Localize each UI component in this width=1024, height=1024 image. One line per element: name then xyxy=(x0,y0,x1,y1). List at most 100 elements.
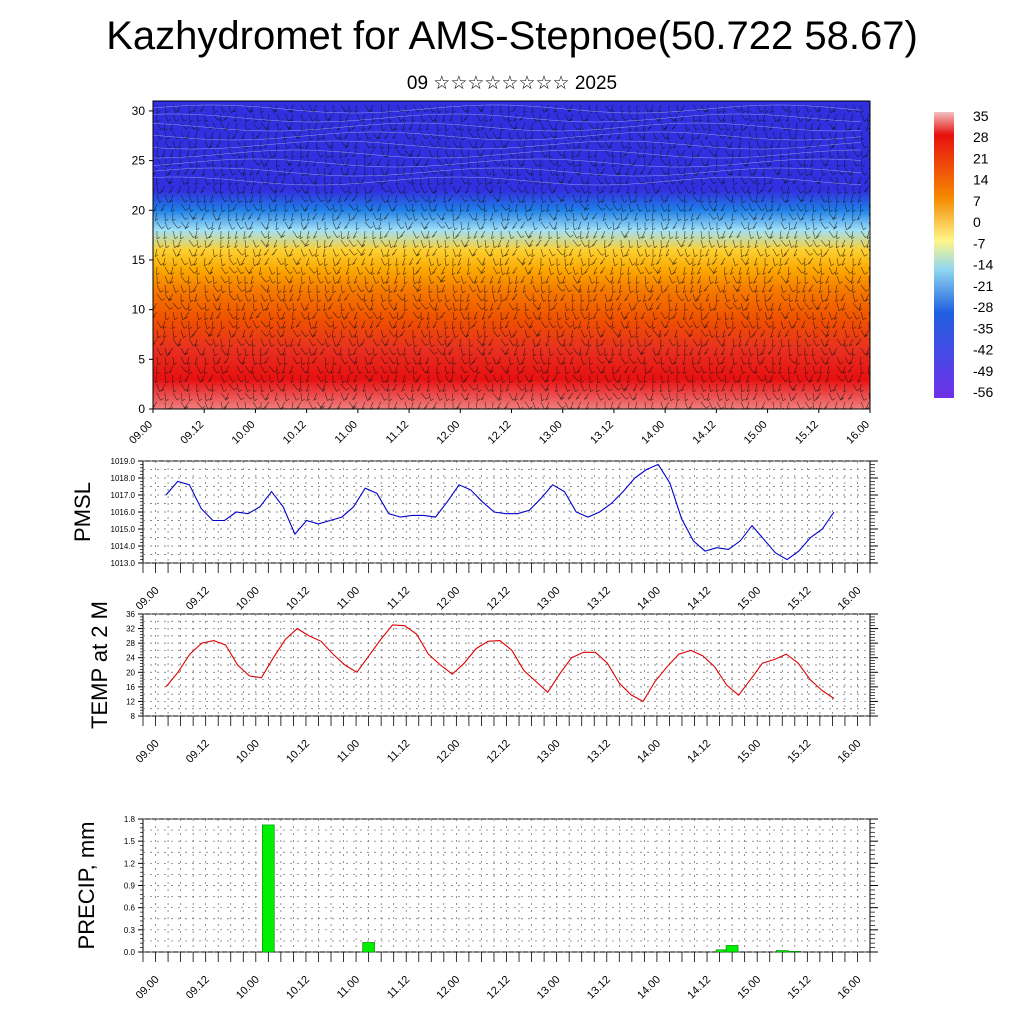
x-tick-label: 14.12 xyxy=(685,738,713,766)
y-tick-label: 24 xyxy=(126,654,135,663)
y-tick-label: 1019.0 xyxy=(111,457,136,466)
colorbar: 35 28 21 14 7 0 -7 -14 -21 -28 -35 -42 -49 -56 xyxy=(934,108,993,400)
x-tick-label: 13.00 xyxy=(535,738,563,766)
colorbar-label: -21 xyxy=(973,278,993,294)
panel-y-label: TEMP at 2 M xyxy=(87,601,112,729)
x-tick-label: 09.00 xyxy=(127,419,155,447)
colorbar-label: 35 xyxy=(973,108,989,124)
y-tick-label: 15 xyxy=(132,253,146,267)
colorbar-label: 21 xyxy=(973,150,989,166)
colorbar-label: 14 xyxy=(973,172,989,188)
x-tick-label: 15.00 xyxy=(735,974,763,1002)
x-tick-label: 13.12 xyxy=(585,738,613,766)
colorbar-label: -56 xyxy=(973,384,993,400)
pmsl-panel: 1013.0 1014.0 1015.0 1016.0 1017.0 1018.0 1019… xyxy=(70,457,878,613)
x-tick-label: 10.00 xyxy=(234,585,262,613)
precip-bar xyxy=(261,824,275,953)
y-tick-label: 0.3 xyxy=(124,926,136,935)
x-tick-label: 12.12 xyxy=(485,974,513,1002)
colorbar-label: -14 xyxy=(973,257,993,273)
y-tick-label: 0.0 xyxy=(124,948,136,957)
x-tick-label: 12.12 xyxy=(486,419,514,447)
x-tick-label: 14.00 xyxy=(635,738,663,766)
x-tick-label: 13.00 xyxy=(535,974,563,1002)
x-tick-label: 15.12 xyxy=(785,738,813,766)
x-tick-label: 16.00 xyxy=(836,738,864,766)
x-tick-label: 15.12 xyxy=(785,974,813,1002)
x-tick-label: 10.12 xyxy=(284,974,312,1002)
y-tick-label: 25 xyxy=(132,154,146,168)
x-tick-label: 11.00 xyxy=(335,585,362,612)
panel-grid xyxy=(143,818,870,953)
temp-series-line xyxy=(165,624,835,703)
x-tick-label: 09.00 xyxy=(134,585,162,613)
x-tick-label: 14.12 xyxy=(691,419,719,447)
x-tick-label: 10.12 xyxy=(281,419,309,447)
temp-panel: 8 12 16 20 24 28 32 36 09.00 09.12 10.00 10.12 11.00… xyxy=(87,601,878,766)
wind-barbs xyxy=(153,104,870,409)
y-tick-label: 10 xyxy=(132,303,146,317)
y-tick-label: 1.8 xyxy=(124,815,136,824)
y-tick-label: 1.2 xyxy=(124,859,136,868)
y-tick-label: 32 xyxy=(126,625,135,634)
colorbar-label: -35 xyxy=(973,320,993,336)
x-tick-label: 11.00 xyxy=(333,419,360,446)
y-tick-label: 16 xyxy=(126,683,135,692)
y-tick-label: 0.6 xyxy=(124,904,136,913)
x-tick-label: 11.00 xyxy=(335,738,362,765)
x-tick-label: 13.12 xyxy=(588,419,616,447)
x-tick-label: 13.12 xyxy=(585,585,613,613)
pmsl-series-line xyxy=(165,463,835,561)
y-tick-label: 1017.0 xyxy=(111,491,136,500)
x-tick-label: 11.12 xyxy=(385,738,412,765)
x-tick-label: 09.00 xyxy=(134,738,162,766)
panel-y-label: PMSL xyxy=(70,482,95,542)
colorbar-label: -28 xyxy=(973,299,993,315)
x-tick-label: 11.12 xyxy=(384,419,411,446)
x-tick-label: 15.12 xyxy=(785,585,813,613)
x-tick-label: 14.00 xyxy=(639,419,667,447)
x-tick-label: 13.00 xyxy=(537,419,565,447)
colorbar-label: -42 xyxy=(973,342,993,358)
panel-grid xyxy=(143,613,870,717)
x-tick-label: 12.00 xyxy=(435,974,463,1002)
y-tick-label: 8 xyxy=(131,712,136,721)
x-tick-label: 12.00 xyxy=(434,419,462,447)
panel-grid xyxy=(143,460,870,564)
colorbar-label: -49 xyxy=(973,363,993,379)
x-tick-label: 12.00 xyxy=(435,585,463,613)
x-tick-label: 11.12 xyxy=(385,585,412,612)
x-tick-label: 10.12 xyxy=(284,585,312,613)
cross-section-panel: 0 5 10 15 20 25 30 09.00 09.12 10.00 10.12 11.00 11.… xyxy=(127,100,872,447)
panel-y-label: PRECIP, mm xyxy=(74,822,99,950)
y-tick-label: 28 xyxy=(126,639,135,648)
chart-title: Kazhydromet for AMS-Stepnoe(50.722 58.67… xyxy=(106,14,918,58)
y-tick-label: 1.5 xyxy=(124,837,136,846)
x-tick-label: 13.00 xyxy=(535,585,563,613)
y-tick-label: 1015.0 xyxy=(111,525,136,534)
x-tick-label: 10.00 xyxy=(234,738,262,766)
x-tick-label: 14.12 xyxy=(685,974,713,1002)
y-tick-label: 20 xyxy=(126,668,135,677)
x-tick-label: 10.00 xyxy=(234,974,262,1002)
colorbar-label: 0 xyxy=(973,214,981,230)
x-tick-label: 12.00 xyxy=(435,738,463,766)
y-tick-label: 1018.0 xyxy=(111,474,136,483)
x-tick-label: 10.00 xyxy=(230,419,258,447)
x-tick-label: 14.12 xyxy=(685,585,713,613)
colorbar-label: -7 xyxy=(973,235,986,251)
x-tick-label: 13.12 xyxy=(585,974,613,1002)
x-tick-label: 10.12 xyxy=(284,738,312,766)
y-tick-label: 20 xyxy=(132,203,146,217)
x-tick-label: 16.00 xyxy=(844,419,872,447)
x-tick-label: 14.00 xyxy=(635,974,663,1002)
precip-bar xyxy=(725,945,739,953)
y-tick-label: 1016.0 xyxy=(111,508,136,517)
x-tick-label: 09.00 xyxy=(134,974,162,1002)
x-tick-label: 14.00 xyxy=(635,585,663,613)
y-tick-label: 12 xyxy=(126,697,135,706)
y-tick-label: 5 xyxy=(138,352,145,366)
chart-subtitle: 09 ☆☆☆☆☆☆☆☆ 2025 xyxy=(406,73,618,94)
x-tick-label: 09.12 xyxy=(178,419,206,447)
